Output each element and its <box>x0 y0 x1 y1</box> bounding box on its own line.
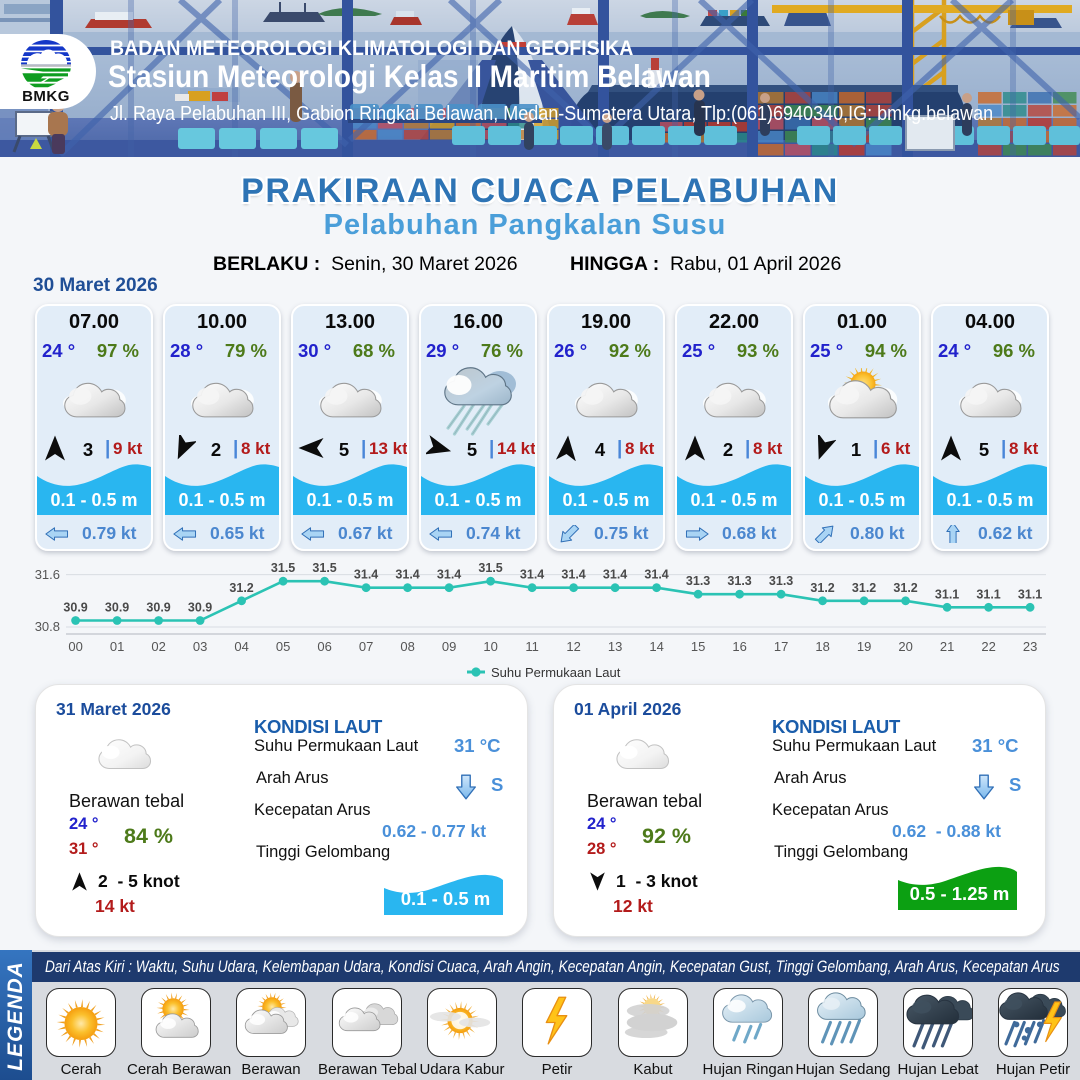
svg-text:18: 18 <box>815 639 829 654</box>
svg-text:31.2: 31.2 <box>852 581 876 595</box>
svg-text:12: 12 <box>566 639 580 654</box>
svg-text:21: 21 <box>940 639 954 654</box>
svg-text:05: 05 <box>276 639 290 654</box>
svg-text:16: 16 <box>732 639 746 654</box>
svg-text:30.8: 30.8 <box>35 619 60 634</box>
svg-text:08: 08 <box>400 639 414 654</box>
svg-text:22: 22 <box>981 639 995 654</box>
svg-text:31.1: 31.1 <box>976 587 1000 601</box>
svg-text:15: 15 <box>691 639 705 654</box>
svg-text:13: 13 <box>608 639 622 654</box>
svg-text:31.1: 31.1 <box>1018 587 1042 601</box>
svg-text:30.9: 30.9 <box>188 601 212 615</box>
svg-text:07: 07 <box>359 639 373 654</box>
svg-text:31.3: 31.3 <box>727 574 751 588</box>
svg-text:31.4: 31.4 <box>437 568 461 582</box>
svg-text:31.5: 31.5 <box>312 561 336 575</box>
svg-text:04: 04 <box>234 639 248 654</box>
svg-text:31.4: 31.4 <box>561 568 585 582</box>
svg-text:31.2: 31.2 <box>229 581 253 595</box>
svg-text:31.3: 31.3 <box>769 574 793 588</box>
svg-text:02: 02 <box>151 639 165 654</box>
svg-text:30.9: 30.9 <box>146 601 170 615</box>
svg-text:30.9: 30.9 <box>63 601 87 615</box>
svg-text:09: 09 <box>442 639 456 654</box>
svg-text:31.1: 31.1 <box>935 587 959 601</box>
svg-text:31.4: 31.4 <box>644 568 668 582</box>
svg-text:23: 23 <box>1023 639 1037 654</box>
svg-text:31.6: 31.6 <box>35 567 60 582</box>
svg-text:0.5 - 1.25 m: 0.5 - 1.25 m <box>910 883 1010 904</box>
svg-text:31.4: 31.4 <box>395 568 419 582</box>
svg-text:31.4: 31.4 <box>520 568 544 582</box>
svg-text:03: 03 <box>193 639 207 654</box>
svg-text:31.4: 31.4 <box>603 568 627 582</box>
svg-text:31.2: 31.2 <box>810 581 834 595</box>
svg-text:31.5: 31.5 <box>478 561 502 575</box>
svg-text:Suhu Permukaan Laut: Suhu Permukaan Laut <box>491 665 621 680</box>
svg-text:17: 17 <box>774 639 788 654</box>
svg-text:31.5: 31.5 <box>271 561 295 575</box>
svg-text:31.2: 31.2 <box>893 581 917 595</box>
svg-text:31.4: 31.4 <box>354 568 378 582</box>
svg-text:10: 10 <box>483 639 497 654</box>
svg-text:31.3: 31.3 <box>686 574 710 588</box>
svg-text:19: 19 <box>857 639 871 654</box>
svg-text:14: 14 <box>649 639 663 654</box>
svg-text:01: 01 <box>110 639 124 654</box>
svg-text:30.9: 30.9 <box>105 601 129 615</box>
svg-text:0.1 - 0.5 m: 0.1 - 0.5 m <box>401 888 490 909</box>
svg-text:11: 11 <box>525 639 539 654</box>
svg-text:20: 20 <box>898 639 912 654</box>
svg-text:06: 06 <box>317 639 331 654</box>
svg-text:00: 00 <box>68 639 82 654</box>
